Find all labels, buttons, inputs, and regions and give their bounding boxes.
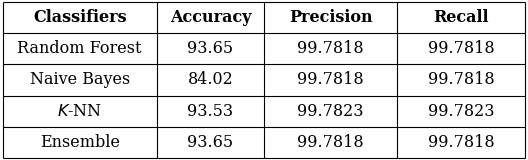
Text: 99.7823: 99.7823: [297, 103, 364, 120]
Text: 93.53: 93.53: [187, 103, 233, 120]
Text: Precision: Precision: [289, 9, 372, 26]
Text: 99.7818: 99.7818: [428, 72, 495, 88]
Text: 99.7818: 99.7818: [428, 134, 495, 151]
Text: 99.7823: 99.7823: [428, 103, 495, 120]
Text: 99.7818: 99.7818: [297, 40, 364, 57]
Text: Classifiers: Classifiers: [33, 9, 127, 26]
Text: 93.65: 93.65: [187, 40, 233, 57]
Text: Random Forest: Random Forest: [17, 40, 142, 57]
Text: Recall: Recall: [433, 9, 489, 26]
Text: 99.7818: 99.7818: [297, 72, 364, 88]
Text: 99.7818: 99.7818: [297, 134, 364, 151]
Text: 93.65: 93.65: [187, 134, 233, 151]
Text: 99.7818: 99.7818: [428, 40, 495, 57]
Text: Naive Bayes: Naive Bayes: [30, 72, 130, 88]
Text: Ensemble: Ensemble: [40, 134, 120, 151]
Text: $K$-NN: $K$-NN: [57, 103, 102, 120]
Text: 84.02: 84.02: [187, 72, 233, 88]
Text: Accuracy: Accuracy: [169, 9, 251, 26]
